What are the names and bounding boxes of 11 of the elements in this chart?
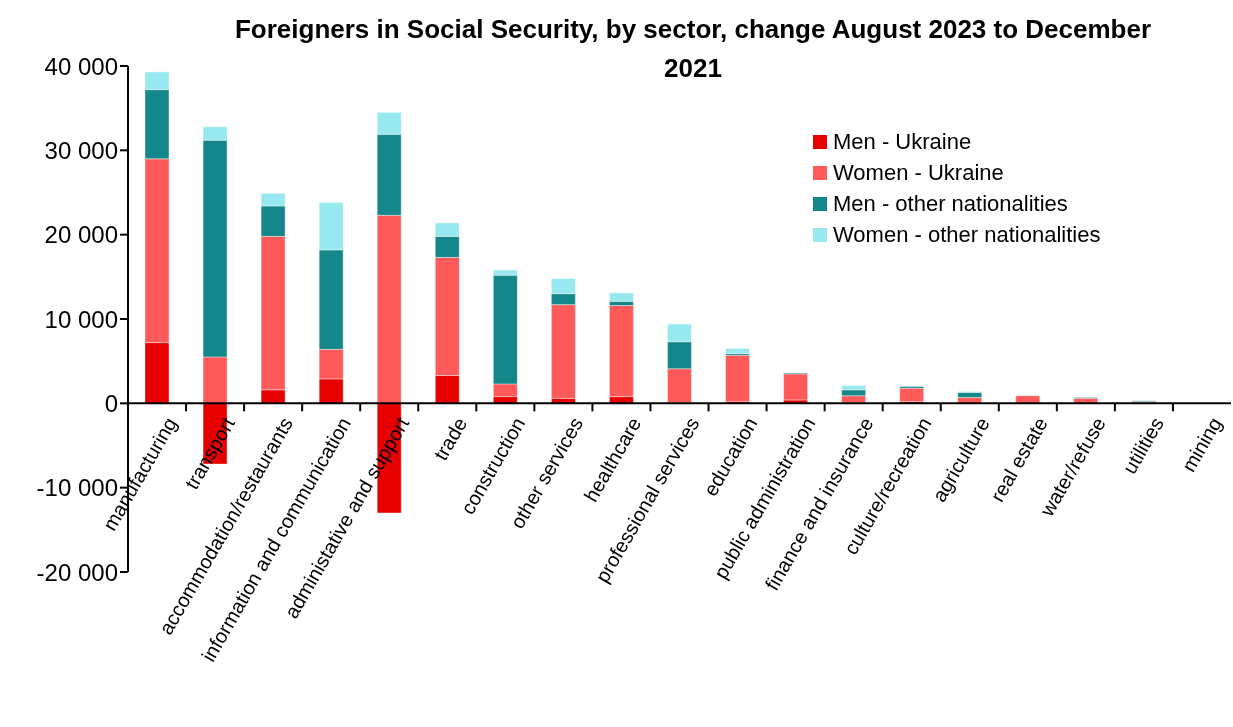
legend-label: Women - Ukraine [833, 159, 1004, 187]
legend-label: Women - other nationalities [833, 221, 1101, 249]
y-tick-label: 10 000 [44, 305, 118, 333]
legend-label: Men - other nationalities [833, 190, 1068, 218]
y-tick-label: 0 [104, 389, 118, 417]
chart-title: Foreigners in Social Security, by sector, change August 2023 to December 2021 [233, 13, 1153, 85]
y-tick-label: 40 000 [44, 52, 118, 80]
y-tick-label: -20 000 [36, 558, 118, 586]
y-tick-label: 20 000 [44, 221, 118, 249]
legend-label: Men - Ukraine [833, 128, 972, 156]
y-tick-label: 30 000 [44, 136, 118, 164]
